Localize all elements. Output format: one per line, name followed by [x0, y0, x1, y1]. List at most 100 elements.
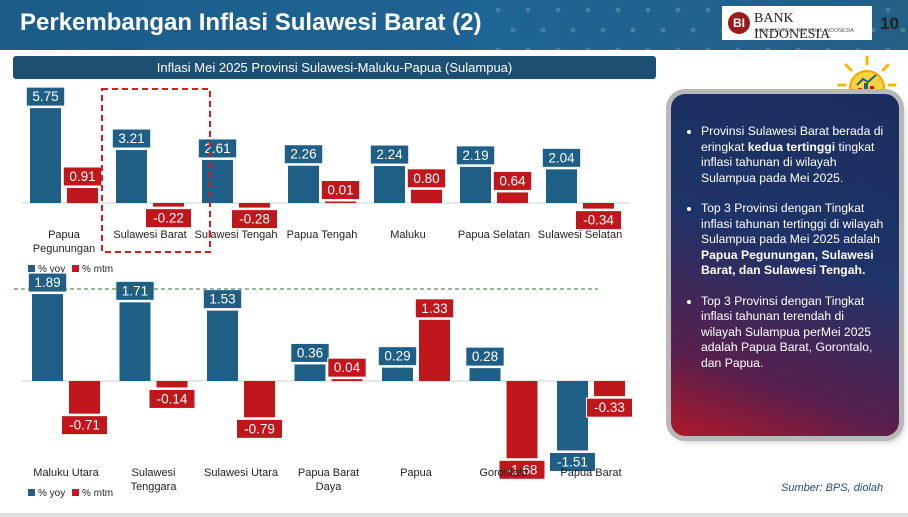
- data-label: 0.29: [384, 349, 410, 364]
- insight-bullet: Top 3 Provinsi dengan Tingkat inflasi ta…: [701, 201, 885, 279]
- category-label: Daya: [316, 481, 343, 493]
- bullet-text: Top 3 Provinsi dengan Tingkat inflasi ta…: [701, 293, 873, 370]
- data-label: 0.64: [499, 173, 526, 188]
- data-label: 1.71: [122, 283, 148, 298]
- data-label-box: [586, 397, 633, 418]
- yoy-bar: [116, 150, 147, 203]
- data-label-box: [541, 147, 582, 168]
- legend: % yoy % mtm: [28, 264, 113, 275]
- yoy-bar: [288, 165, 319, 203]
- data-label-box: [145, 208, 192, 229]
- data-label-box: [231, 209, 278, 230]
- yoy-bar: [469, 368, 501, 381]
- insight-bullet: Top 3 Provinsi dengan Tingkat inflasi ta…: [701, 294, 885, 372]
- bullet-text: Provinsi Sulawesi Barat berada di eringk…: [701, 124, 884, 154]
- data-label-box: [498, 459, 546, 480]
- chart-1: 5.75 0.91 Papua Pegunungan 3.21 -0.22 Sulawesi…: [22, 86, 630, 275]
- data-label-box: [320, 180, 361, 200]
- insight-bullet: Provinsi Sulawesi Barat berada di eringk…: [701, 124, 885, 186]
- data-label-box: [549, 451, 596, 472]
- data-label: 5.75: [32, 89, 58, 104]
- bottom-line: [0, 513, 908, 517]
- yoy-bar: [382, 367, 413, 381]
- category-label: Tenggara: [131, 481, 178, 493]
- data-label-box: [25, 86, 66, 107]
- category-label: Sulawesi Selatan: [538, 229, 622, 241]
- category-label: Papua: [400, 467, 433, 479]
- yoy-bar: [32, 294, 63, 381]
- insight-list: Provinsi Sulawesi Barat berada di eringk…: [671, 94, 899, 371]
- legend-label-yoy: % yoy: [38, 264, 65, 275]
- category-label: Pegunungan: [33, 243, 95, 255]
- insight-panel: Provinsi Sulawesi Barat berada di eringk…: [671, 94, 899, 436]
- yoy-bar: [202, 159, 233, 203]
- mtm-bar: [325, 201, 356, 203]
- legend-swatch-yoy: [28, 489, 35, 496]
- category-label: Maluku: [390, 229, 425, 241]
- source-note: Sumber: BPS, diolah: [781, 482, 884, 494]
- data-label: 1.33: [421, 301, 447, 316]
- data-label: 1.53: [209, 292, 235, 307]
- mtm-bar: [244, 381, 275, 418]
- data-label-box: [236, 418, 283, 439]
- mtm-bar: [411, 189, 442, 203]
- category-label: Papua Tengah: [287, 229, 358, 241]
- data-label-box: [465, 346, 505, 367]
- mtm-bar: [594, 381, 625, 397]
- data-label-box: [414, 298, 455, 319]
- data-label-box: [492, 170, 533, 191]
- data-label: 0.91: [69, 169, 95, 184]
- data-label: -0.79: [244, 421, 275, 436]
- category-label: Sulawesi: [131, 467, 175, 479]
- data-label-box: [455, 145, 496, 166]
- yoy-bar: [557, 381, 588, 451]
- legend-label-yoy: % yoy: [38, 488, 65, 499]
- mtm-bar: [506, 381, 538, 459]
- logo-subtitle: BANK SENTRAL REPUBLIK INDONESIA: [755, 28, 855, 34]
- category-label: Sulawesi Utara: [204, 467, 279, 479]
- chart-2: 1.89 -0.71 Maluku Utara 1.71 -0.14 Sulawesi Te…: [22, 272, 633, 499]
- data-label: -0.71: [69, 418, 100, 433]
- yoy-bar: [546, 169, 577, 203]
- logo-name: BANK INDONESIA: [754, 11, 831, 42]
- chart-subtitle: Inflasi Mei 2025 Provinsi Sulawesi-Maluk…: [13, 56, 656, 79]
- legend-swatch-yoy: [28, 265, 35, 272]
- header-bar: Perkembangan Inflasi Sulawesi Barat (2) …: [0, 0, 908, 50]
- data-label-box: [369, 144, 410, 165]
- data-label-box: [27, 272, 68, 293]
- mtm-bar: [156, 381, 188, 388]
- data-label-box: [290, 342, 330, 363]
- data-label: 0.28: [472, 349, 498, 364]
- mtm-bar: [67, 187, 98, 203]
- data-label: 1.89: [34, 275, 60, 290]
- bullet-text: tingkat inflasi tahunan di wilayah Sulam…: [701, 139, 875, 185]
- data-label: 0.01: [327, 183, 353, 198]
- page-title: Perkembangan Inflasi Sulawesi Barat (2): [20, 9, 482, 36]
- data-label: 2.24: [376, 147, 403, 162]
- category-label: Papua: [48, 229, 81, 241]
- data-label: 2.61: [204, 141, 230, 156]
- data-label: 2.04: [548, 150, 575, 165]
- bi-emblem-icon: BI: [728, 12, 750, 34]
- bullet-text: Papua Pegunungan, Sulawesi Barat, dan Su…: [701, 247, 874, 278]
- mtm-bar: [153, 203, 184, 207]
- legend-swatch-mtm: [72, 265, 79, 272]
- legend: % yoy % mtm: [28, 488, 113, 499]
- mtm-bar: [497, 192, 528, 203]
- data-label: -0.33: [594, 400, 625, 415]
- data-label: -0.14: [157, 391, 188, 406]
- mtm-bar: [583, 203, 614, 209]
- yoy-bar: [119, 302, 151, 381]
- mtm-bar: [331, 379, 363, 381]
- data-label: -0.28: [239, 212, 270, 227]
- inflation-charts: 5.75 0.91 Papua Pegunungan 3.21 -0.22 Sulawesi…: [14, 86, 633, 499]
- category-label: Maluku Utara: [33, 467, 99, 479]
- data-label: 0.36: [297, 345, 323, 360]
- data-label-box: [377, 346, 418, 367]
- category-label: Sulawesi Tengah: [195, 229, 278, 241]
- data-label: 3.21: [118, 131, 144, 146]
- legend-label-mtm: % mtm: [82, 264, 113, 275]
- bullet-text: kedua tertinggi: [747, 139, 836, 154]
- legend-swatch-mtm: [72, 489, 79, 496]
- data-label-box: [148, 388, 196, 409]
